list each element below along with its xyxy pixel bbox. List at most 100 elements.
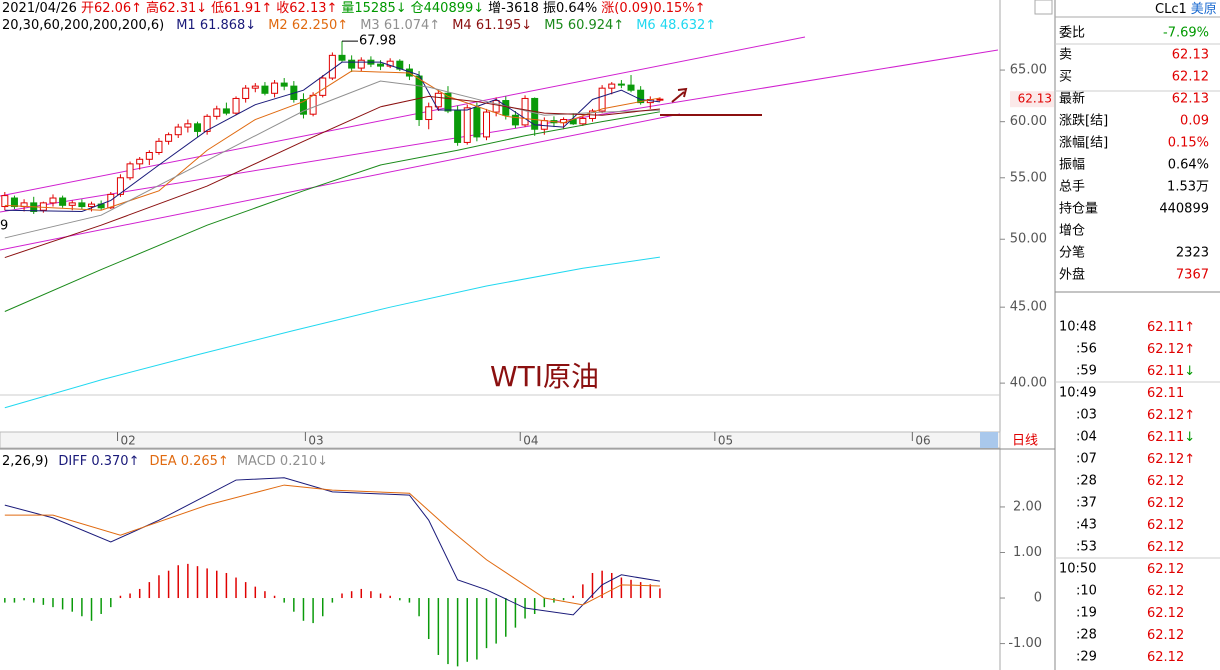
legend-entry: M1 61.868↓ (176, 18, 256, 33)
candle-body (155, 140, 163, 153)
candle-body (116, 177, 124, 195)
trade-price-value: 62.11 (1147, 364, 1184, 379)
trade-price-value: 62.11 (1147, 386, 1184, 401)
candle-body (637, 89, 645, 104)
candle-body (213, 108, 221, 117)
y-tick-label: 55.00 (1010, 170, 1047, 185)
quote-label: 委比 (1059, 26, 1085, 41)
trade-price-value: 62.12 (1147, 562, 1184, 577)
trade-time: :07 (1076, 452, 1097, 467)
candle-body (126, 163, 134, 179)
candle-body (1, 195, 9, 208)
trade-price: 62.12 (1147, 562, 1184, 577)
trade-arrow: ↓ (1184, 430, 1195, 445)
candle-body (627, 84, 635, 91)
trade-price: 62.12 (1147, 474, 1184, 489)
candle-body (39, 202, 47, 211)
candle-body (656, 98, 664, 101)
trend-line (0, 113, 681, 251)
y-tick-label: 45.00 (1010, 300, 1047, 315)
x-tick-label: 03 (308, 434, 323, 448)
symbol-header: CLc1 美原 (1155, 2, 1217, 17)
ma-params: 20,30,60,200,200,200,6) (2, 18, 164, 33)
quote-label: 持仓量 (1059, 202, 1098, 217)
trade-price-value: 62.12 (1147, 650, 1184, 665)
quote-value: 2323 (1176, 246, 1209, 261)
candle-body (222, 108, 230, 114)
candle-body (377, 63, 385, 67)
trade-price: 62.11↓ (1147, 364, 1195, 379)
candle-body (492, 100, 500, 113)
x-tick-label: 02 (121, 434, 136, 448)
candle-body (242, 87, 250, 99)
quote-label: 卖 (1059, 48, 1072, 63)
trade-time: :56 (1076, 342, 1097, 357)
quote-item: 高62.31↓ (146, 0, 207, 16)
candle-body (165, 134, 173, 142)
trade-time: :04 (1076, 430, 1097, 445)
trade-time: :28 (1076, 474, 1097, 489)
y-tick-label: 2.00 (1013, 499, 1042, 514)
trade-time: :43 (1076, 518, 1097, 533)
quote-line: 2021/04/26 开62.06↑ 高62.31↓ 低61.91↑ 收62.13↑ 量1… (2, 0, 706, 16)
trade-time: :29 (1076, 650, 1097, 665)
candle-body (338, 54, 346, 61)
macd-legend: 2,26,9) DIFF 0.370↑ DEA 0.265↑ MACD 0.210↓ (2, 454, 328, 469)
candle-body (454, 110, 462, 143)
trade-price: 62.12 (1147, 650, 1184, 665)
trade-price-value: 62.12 (1147, 452, 1184, 467)
indicator-line (4, 80, 660, 239)
trade-price: 62.11↓ (1147, 430, 1195, 445)
indicator-line (4, 95, 660, 259)
candle-body (145, 151, 153, 160)
candle-body (280, 82, 288, 87)
x-tick-label: 04 (523, 434, 538, 448)
legend-entry: M4 61.195↓ (452, 18, 532, 33)
candle-body (184, 123, 192, 128)
trade-arrow: ↑ (1184, 452, 1195, 467)
quote-label: 涨跌[结] (1059, 113, 1108, 129)
trade-time: :10 (1076, 584, 1097, 599)
candle-body (425, 106, 433, 121)
trade-price-value: 62.11 (1147, 430, 1184, 445)
candle-body (357, 59, 365, 69)
quote-label: 买 (1059, 70, 1072, 85)
trade-price-value: 62.12 (1147, 474, 1184, 489)
trade-price-value: 62.12 (1147, 584, 1184, 599)
candle-body (193, 123, 201, 132)
last-price-tag (1010, 91, 1054, 108)
indicator-line (4, 256, 660, 409)
market: 美原 (1191, 2, 1217, 17)
quote-value: 62.13 (1172, 92, 1209, 107)
trade-time: 10:50 (1059, 562, 1096, 577)
period-label: 日线 (1012, 434, 1038, 449)
panel-button[interactable] (1034, 0, 1053, 15)
scroll-box[interactable] (980, 432, 998, 448)
candle-body (617, 83, 625, 86)
y-tick-label: 1.00 (1013, 545, 1042, 560)
quote-label: 涨幅[结] (1059, 136, 1108, 151)
y-tick-label: 60.00 (1010, 114, 1047, 129)
candle-body (261, 85, 269, 94)
legend-entry: M2 62.250↑ (268, 18, 348, 33)
quote-item: 涨(0.09)0.15%↑ (601, 1, 705, 16)
indicator-line (4, 111, 661, 312)
y-tick-label: 40.00 (1010, 376, 1047, 391)
candle-body (251, 85, 259, 89)
symbol: CLc1 (1155, 2, 1187, 17)
candle-body (328, 54, 336, 79)
candle-body (502, 100, 510, 116)
trade-price: 62.12 (1147, 496, 1184, 511)
trade-price: 62.12 (1147, 518, 1184, 533)
last-price-label: 62.13 (1018, 92, 1052, 106)
x-tick-label: 05 (718, 434, 733, 448)
candle-body (473, 107, 481, 138)
candle-body (271, 82, 279, 94)
trade-price-value: 62.12 (1147, 628, 1184, 643)
trade-price-value: 62.12 (1147, 540, 1184, 555)
candle-body (608, 83, 616, 89)
trade-price: 62.12↑ (1147, 452, 1195, 467)
quote-item: 开62.06↑ (81, 1, 142, 16)
quote-value: 0.15% (1168, 136, 1209, 151)
